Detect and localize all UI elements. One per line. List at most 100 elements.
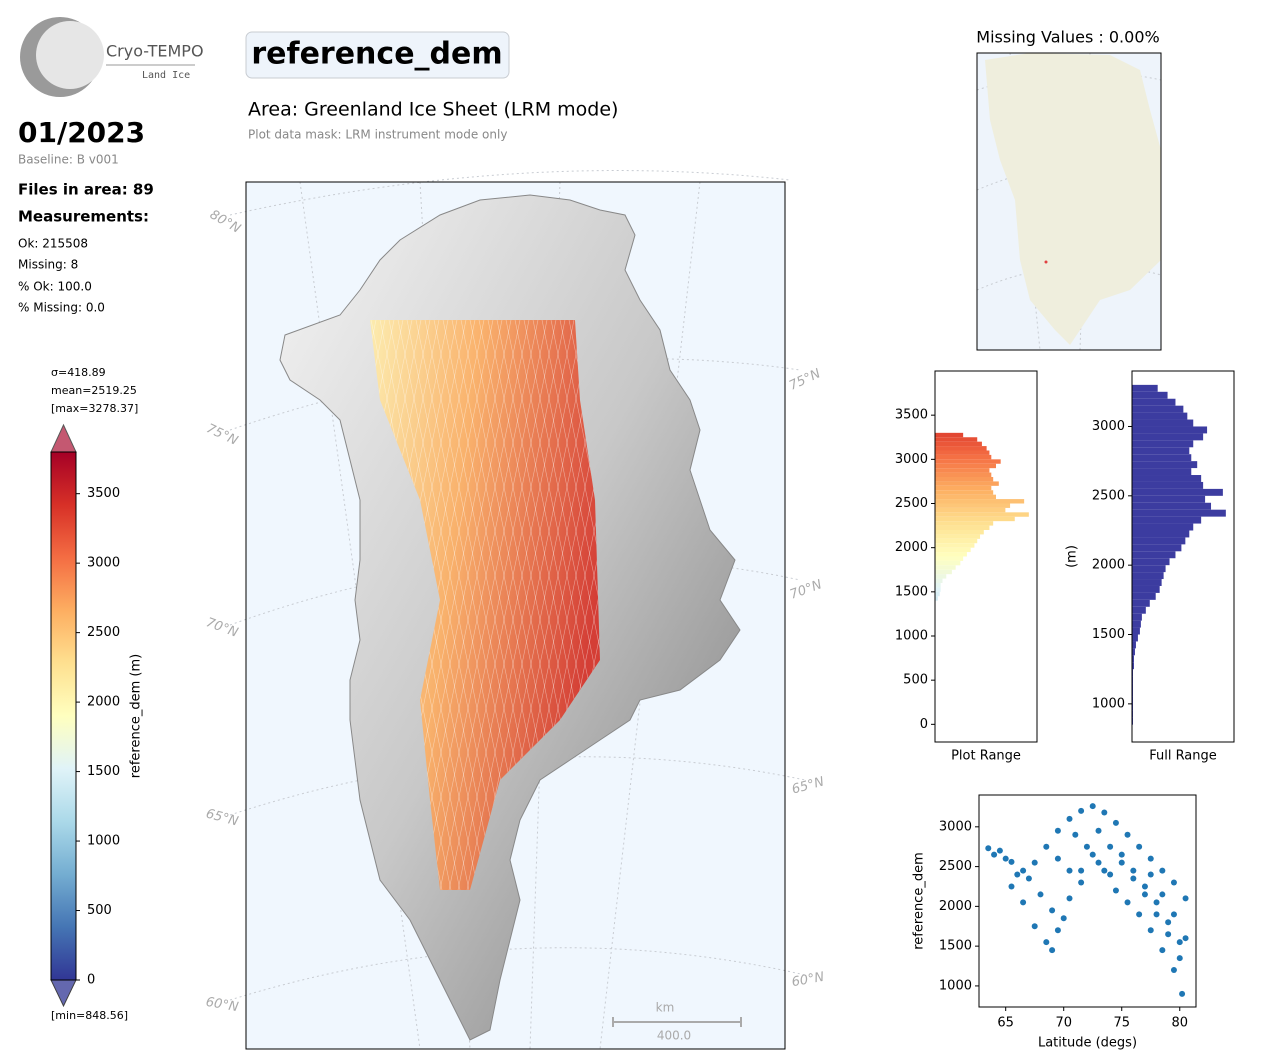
x-axis-label: Full Range bbox=[1149, 749, 1217, 764]
histogram-bar bbox=[935, 441, 982, 447]
histogram-bar bbox=[935, 521, 994, 526]
histogram-bar bbox=[1132, 572, 1164, 580]
colorbar-annotation: [max=3278.37] bbox=[51, 402, 138, 415]
logo-title: Cryo-TEMPO bbox=[106, 42, 204, 61]
logo: Cryo-TEMPO Land Ice bbox=[20, 17, 204, 97]
x-tick-label: 75 bbox=[1113, 1016, 1130, 1031]
track-hatch bbox=[370, 320, 415, 890]
histogram-bar bbox=[935, 596, 938, 601]
histogram-bar bbox=[1132, 475, 1202, 482]
y-tick-label: 500 bbox=[903, 673, 928, 688]
track-hatch bbox=[428, 320, 550, 890]
scatter-point bbox=[1049, 907, 1056, 914]
histogram-bar bbox=[935, 463, 996, 469]
histogram-bar bbox=[935, 432, 964, 438]
scatter-point bbox=[1089, 851, 1096, 858]
histogram-bar bbox=[1132, 530, 1190, 538]
y-tick-label: 2500 bbox=[939, 859, 972, 874]
track-hatch bbox=[0, 310, 99, 900]
track-hatch bbox=[410, 320, 532, 890]
colorbar-frame bbox=[50, 451, 77, 981]
scatter-point bbox=[1147, 871, 1154, 878]
scatter-point bbox=[1176, 939, 1183, 946]
histogram-bar bbox=[1132, 579, 1162, 586]
scatter-point bbox=[1136, 843, 1143, 850]
scatter-point bbox=[1159, 891, 1166, 898]
y-tick-label: 2500 bbox=[895, 496, 928, 511]
track-hatch bbox=[24, 310, 144, 900]
histogram-bar bbox=[935, 569, 952, 575]
measurement: Ok: 215508 bbox=[18, 237, 88, 251]
measurement: % Missing: 0.0 bbox=[18, 301, 105, 315]
scale-label: 400.0 bbox=[657, 1029, 691, 1043]
histogram-bar bbox=[935, 494, 996, 500]
track-hatch bbox=[437, 320, 559, 890]
histogram-bar bbox=[1132, 516, 1202, 524]
histogram-bar bbox=[1132, 523, 1194, 531]
histogram-bar bbox=[935, 512, 1029, 517]
measurement: % Ok: 100.0 bbox=[18, 280, 92, 294]
histogram-bar bbox=[1132, 412, 1188, 420]
histogram-bar bbox=[1132, 447, 1190, 455]
histogram-bar bbox=[1132, 468, 1192, 476]
track-hatch bbox=[87, 310, 207, 900]
histogram-bar bbox=[1132, 509, 1226, 517]
histogram-bar bbox=[1132, 384, 1158, 392]
histogram-bar bbox=[1132, 419, 1194, 427]
track-hatch bbox=[135, 310, 255, 900]
scatter-point bbox=[996, 847, 1003, 854]
scatter-point bbox=[1112, 819, 1119, 826]
scale-unit: km bbox=[656, 1001, 675, 1015]
colorbar-annotation: [min=848.56] bbox=[51, 1009, 128, 1022]
x-axis-label: Plot Range bbox=[951, 749, 1021, 764]
scatter-point bbox=[1153, 911, 1160, 918]
histogram-bar bbox=[935, 534, 981, 539]
title-box bbox=[245, 31, 510, 79]
scatter-point bbox=[1049, 947, 1056, 954]
histogram-bar bbox=[1132, 454, 1192, 462]
y-tick-label: 3000 bbox=[939, 819, 972, 834]
scatter-point bbox=[1031, 923, 1038, 930]
scatter-point bbox=[1141, 883, 1148, 890]
latitude-label: 80°N bbox=[207, 207, 243, 237]
scatter-point bbox=[1170, 967, 1177, 974]
scatter-point bbox=[1014, 871, 1021, 878]
histogram-bar bbox=[935, 587, 941, 592]
y-axis-label: reference_dem bbox=[912, 852, 927, 950]
track-hatch bbox=[60, 310, 180, 900]
scatter-point bbox=[1072, 831, 1079, 838]
scatter-point bbox=[1066, 815, 1073, 822]
scatter-point bbox=[1130, 867, 1137, 874]
histogram-bar bbox=[935, 560, 961, 566]
track-hatch bbox=[99, 310, 219, 900]
locator-marker bbox=[1044, 260, 1048, 264]
scatter-point bbox=[1037, 891, 1044, 898]
colorbar-label: reference_dem (m) bbox=[129, 654, 144, 778]
histogram-bar bbox=[935, 490, 994, 495]
histogram-bar bbox=[1132, 655, 1134, 663]
colorbar-tick-label: 500 bbox=[87, 903, 112, 918]
track-hatch bbox=[539, 320, 600, 890]
scatter-point bbox=[1078, 867, 1085, 874]
scatter-point bbox=[1170, 879, 1177, 886]
histogram-bar bbox=[935, 454, 992, 460]
colorbar-tick-label: 3000 bbox=[87, 556, 120, 571]
locator-land bbox=[985, 53, 1161, 345]
histogram-bar bbox=[935, 503, 1011, 508]
scatter-point bbox=[1107, 843, 1114, 850]
histogram-bar bbox=[935, 530, 984, 535]
map-title: Area: Greenland Ice Sheet (LRM mode) bbox=[248, 99, 618, 121]
histogram-bar bbox=[935, 459, 1001, 464]
scatter-point bbox=[1031, 859, 1038, 866]
colorbar-extend-min bbox=[50, 979, 77, 1008]
logo-subtitle: Land Ice bbox=[142, 70, 190, 81]
scatter-point bbox=[991, 851, 998, 858]
y-tick-label: 1000 bbox=[895, 629, 928, 644]
histogram-bar bbox=[1132, 426, 1208, 434]
track-hatch bbox=[141, 310, 261, 900]
scatter-point bbox=[1179, 990, 1186, 997]
scatter-point bbox=[1182, 935, 1189, 942]
histogram-bar bbox=[935, 481, 999, 486]
scatter-point bbox=[1118, 859, 1125, 866]
